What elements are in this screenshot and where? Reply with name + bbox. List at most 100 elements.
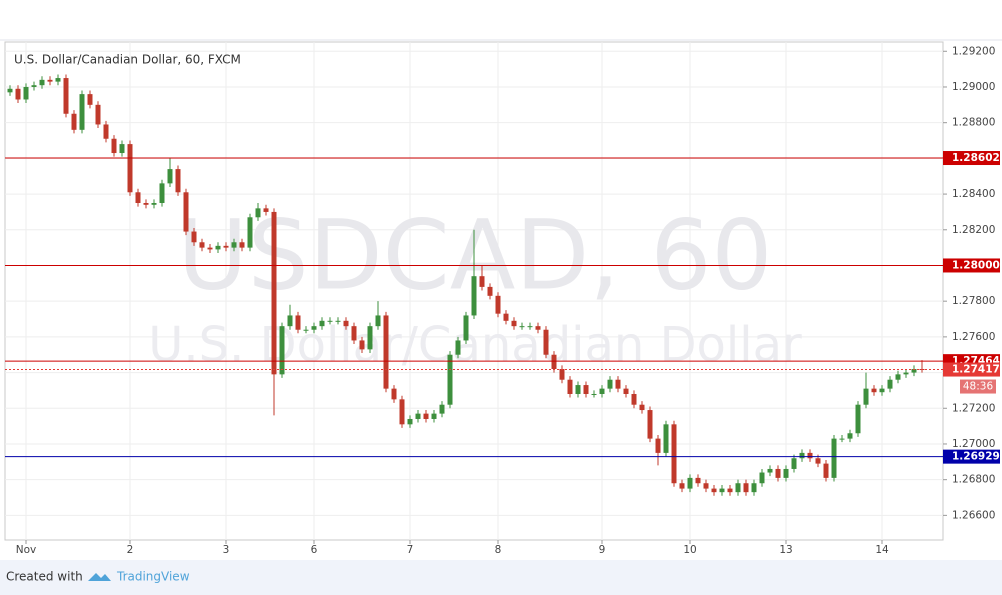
candle-body [311, 326, 317, 330]
candle-body [695, 477, 701, 484]
candle-body [631, 393, 637, 405]
candle-body [383, 315, 389, 389]
candle-body [247, 217, 253, 248]
candle-body [543, 329, 549, 355]
level-label: 1.26929 [952, 451, 1000, 463]
candle-body [751, 483, 757, 493]
candle-body [423, 413, 429, 419]
candle-body [255, 208, 261, 218]
candle-body [23, 86, 29, 100]
x-tick-label: 3 [223, 544, 230, 556]
candle-body [103, 124, 109, 139]
watermark-subtitle: U.S. Dollar/Canadian Dollar [148, 317, 802, 373]
candle-body [487, 286, 493, 296]
y-tick-label: 1.27600 [952, 331, 995, 343]
candle-body [455, 340, 461, 355]
candle-body [799, 452, 805, 459]
y-tick-label: 1.28400 [952, 188, 995, 200]
y-tick-label: 1.29000 [952, 81, 995, 93]
candle-body [887, 379, 893, 389]
brand-logo [88, 573, 111, 581]
candle-body [895, 374, 901, 380]
candle-body [143, 203, 149, 205]
candle-body [295, 315, 301, 330]
candle-body [839, 438, 845, 440]
x-tick-label: Nov [16, 544, 37, 556]
candle-body [791, 458, 797, 469]
candle-body [551, 354, 557, 370]
y-tick-label: 1.27800 [952, 295, 995, 307]
candle-body [527, 326, 533, 328]
y-tick-label: 1.27200 [952, 402, 995, 414]
candle-body [159, 183, 165, 204]
footer-brand[interactable]: TradingView [116, 570, 190, 584]
candle-body [807, 452, 813, 459]
candle-body [367, 326, 373, 350]
candle-body [815, 458, 821, 464]
candle-body [735, 483, 741, 493]
candle-body [759, 472, 765, 484]
candle-body [879, 388, 885, 393]
candle-body [375, 315, 381, 327]
candle-body [519, 326, 525, 328]
last-price-label: 1.27417 [952, 364, 1000, 376]
candle-body [191, 231, 197, 243]
candle-body [775, 468, 781, 478]
candle-body [495, 295, 501, 314]
candle-body [471, 276, 477, 316]
x-tick-label: 9 [599, 544, 606, 556]
candle-body [223, 245, 229, 248]
candle-body [639, 404, 645, 411]
candle-body [39, 79, 45, 86]
candle-body [175, 169, 181, 193]
candle-body [823, 463, 829, 478]
x-tick-label: 10 [683, 544, 696, 556]
x-tick-label: 13 [779, 544, 792, 556]
candle-body [351, 326, 357, 341]
x-tick-label: 8 [495, 544, 502, 556]
footer-bar [0, 560, 1002, 595]
candle-body [15, 88, 21, 100]
footer-text: Created with [6, 570, 83, 584]
countdown: 48:36 [963, 381, 994, 393]
candle-body [847, 433, 853, 439]
candle-body [599, 388, 605, 394]
candle-body [855, 404, 861, 434]
candle-body [87, 94, 93, 105]
level-label: 1.28000 [952, 259, 1000, 271]
candle-body [743, 483, 749, 493]
candle-body [463, 315, 469, 341]
candle-body [183, 192, 189, 232]
candle-body [607, 379, 613, 389]
candle-body [831, 438, 837, 478]
x-tick-label: 7 [407, 544, 414, 556]
candle-body [615, 379, 621, 389]
candle-body [647, 410, 653, 439]
y-tick-label: 1.27000 [952, 438, 995, 450]
candle-body [335, 320, 341, 322]
x-tick-label: 6 [311, 544, 318, 556]
candle-body [711, 488, 717, 493]
y-tick-label: 1.28800 [952, 117, 995, 129]
candle-body [511, 320, 517, 327]
candle-body [911, 369, 917, 373]
candle-body [47, 79, 53, 82]
candle-body [591, 393, 597, 395]
candle-body [391, 388, 397, 400]
candle-body [31, 85, 37, 87]
candle-body [863, 388, 869, 405]
candle-body [207, 247, 213, 250]
candle-body [327, 320, 333, 322]
candle-body [559, 369, 565, 380]
level-label: 1.28602 [952, 152, 1000, 164]
candle-body [303, 329, 309, 331]
candle-body [55, 78, 61, 82]
candle-body [623, 388, 629, 394]
candle-body [503, 313, 509, 321]
candle-body [359, 340, 365, 350]
candle-body [319, 320, 325, 327]
candle-body [535, 326, 541, 330]
candle-body [231, 242, 237, 248]
countdown-box [960, 379, 996, 394]
candle-body [239, 242, 245, 248]
